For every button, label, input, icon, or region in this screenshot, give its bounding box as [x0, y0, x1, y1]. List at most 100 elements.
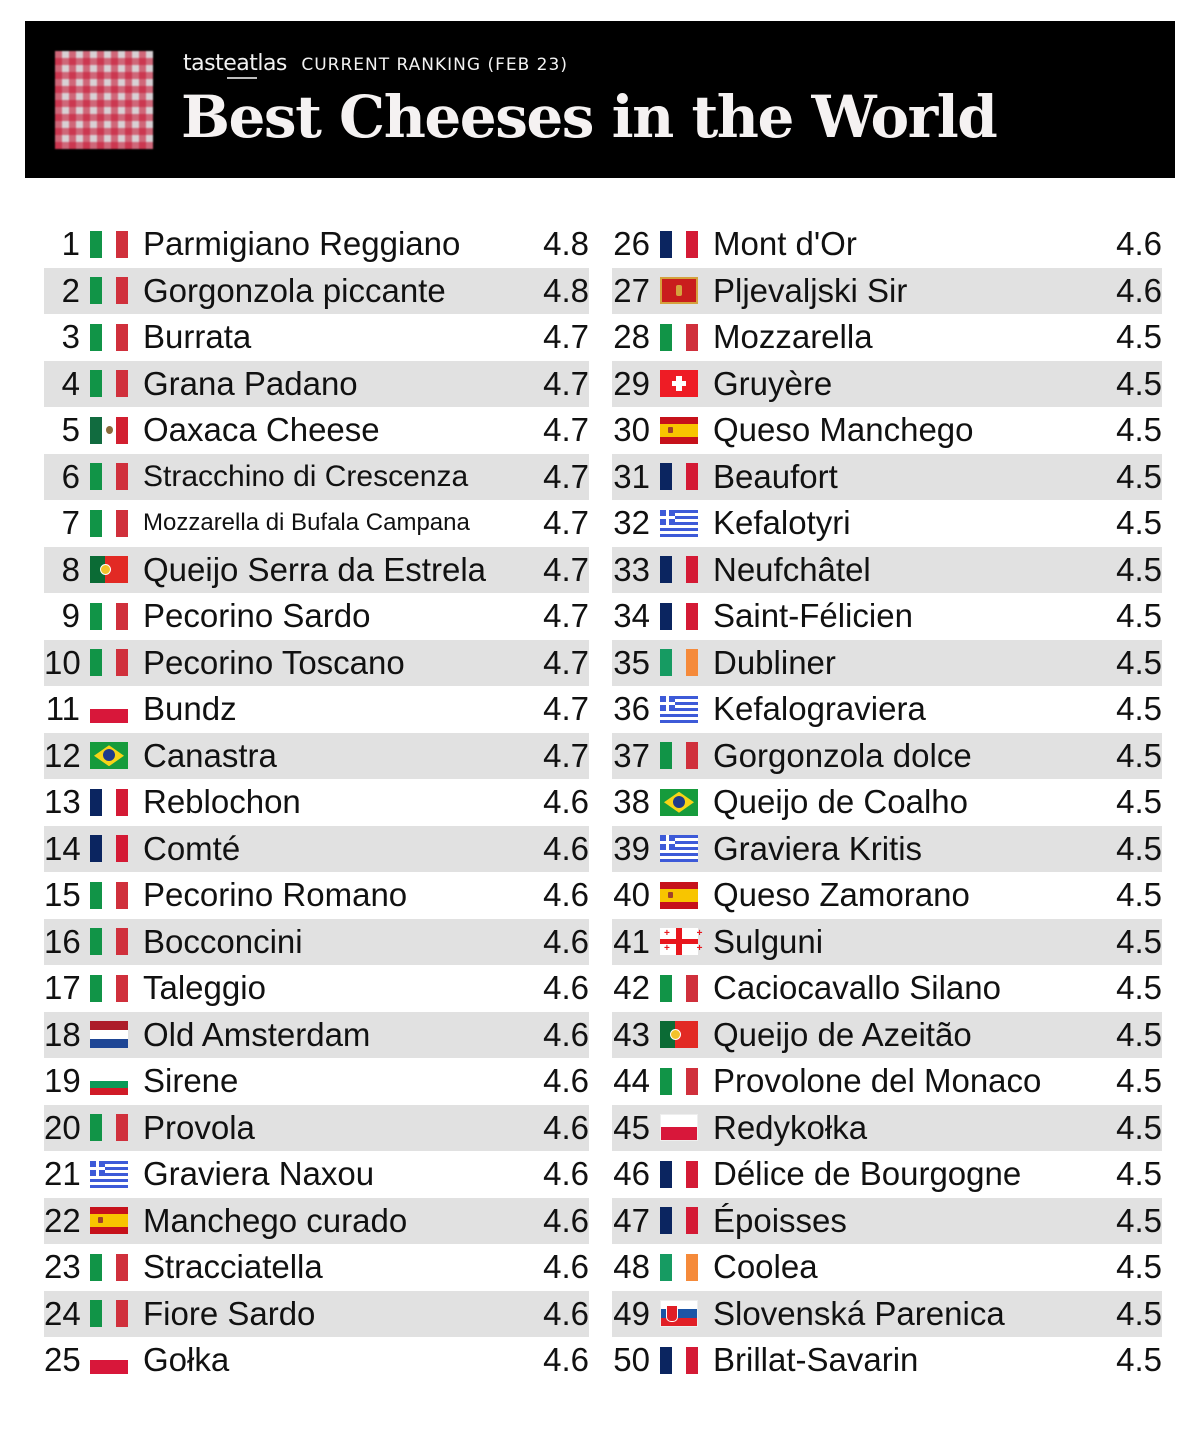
ranking-row: 9 Pecorino Sardo 4.7 [44, 593, 589, 640]
cheese-name: Mozzarella [713, 318, 873, 356]
portugal-flag-icon [90, 556, 128, 584]
france-flag-icon [660, 556, 698, 584]
cheese-name: Canastra [143, 736, 277, 774]
cheese-name: Brillat-Savarin [713, 1341, 919, 1379]
greece-flag-icon [660, 695, 698, 723]
italy-flag-icon [660, 742, 698, 770]
rank-number: 48 [613, 1248, 650, 1286]
ranking-row: 36 Kefalograviera 4.5 [612, 686, 1162, 733]
cheese-name: Caciocavallo Silano [713, 969, 1001, 1007]
cheese-name: Queso Manchego [713, 411, 974, 449]
rank-number: 47 [613, 1201, 650, 1239]
rank-number: 41 [613, 922, 650, 960]
rating-score: 4.7 [543, 504, 589, 542]
ranking-row: 1 Parmigiano Reggiano 4.8 [44, 221, 589, 268]
ranking-row: 50 Brillat-Savarin 4.5 [612, 1337, 1162, 1384]
cheese-name: Burrata [143, 318, 252, 356]
cheese-name: Queso Zamorano [713, 876, 970, 914]
rating-score: 4.6 [543, 1108, 589, 1146]
rank-number: 42 [613, 969, 650, 1007]
rank-number: 46 [613, 1155, 650, 1193]
gingham-logo-icon [55, 51, 153, 149]
italy-flag-icon [90, 1253, 128, 1281]
rank-number: 2 [61, 271, 80, 309]
georgia-flag-icon [660, 926, 714, 956]
ireland-flag-icon [660, 1253, 698, 1281]
rank-number: 22 [44, 1201, 81, 1239]
cheese-name: Dubliner [713, 643, 836, 681]
italy-flag-icon [90, 277, 128, 305]
rating-score: 4.7 [543, 550, 589, 588]
cheese-name: Délice de Bourgogne [713, 1155, 1022, 1193]
rank-number: 24 [44, 1294, 81, 1332]
rating-score: 4.5 [1116, 876, 1162, 914]
cheese-name: Gorgonzola dolce [713, 736, 972, 774]
ranking-row: 37 Gorgonzola dolce 4.5 [612, 732, 1162, 779]
rank-number: 33 [613, 550, 650, 588]
rating-score: 4.8 [543, 271, 589, 309]
cheese-name: Graviera Kritis [713, 829, 923, 867]
rating-score: 4.5 [1116, 783, 1162, 821]
rank-number: 32 [613, 504, 650, 542]
slovakia-flag-icon [660, 1300, 698, 1328]
rating-score: 4.5 [1116, 1108, 1162, 1146]
rank-number: 45 [613, 1108, 650, 1146]
rating-score: 4.5 [1116, 1155, 1162, 1193]
ranking-row: 47 Époisses 4.5 [612, 1197, 1162, 1244]
rank-number: 37 [613, 736, 650, 774]
rating-score: 4.6 [543, 1201, 589, 1239]
cheese-name: Kefalotyri [713, 504, 851, 542]
tasteatlas-brand: tasteatlas [183, 51, 287, 76]
rank-number: 27 [613, 271, 650, 309]
brand-underline [227, 77, 257, 79]
rank-number: 20 [44, 1108, 81, 1146]
rank-number: 39 [613, 829, 650, 867]
switzerland-flag-icon [660, 370, 698, 398]
rating-score: 4.7 [543, 364, 589, 402]
greece-flag-icon [660, 509, 698, 537]
cheese-name: Taleggio [143, 969, 266, 1007]
rating-score: 4.7 [543, 318, 589, 356]
rating-score: 4.7 [543, 643, 589, 681]
ranking-row: 17 Taleggio 4.6 [44, 965, 589, 1012]
ranking-row: 8 Queijo Serra da Estrela 4.7 [44, 546, 589, 593]
ranking-row: 25 Gołka 4.6 [44, 1337, 589, 1384]
france-flag-icon [90, 835, 128, 863]
italy-flag-icon [90, 1300, 128, 1328]
ranking-row: 4 Grana Padano 4.7 [44, 360, 589, 407]
italy-flag-icon [660, 323, 698, 351]
ranking-row: 35 Dubliner 4.5 [612, 639, 1162, 686]
ranking-row: 26 Mont d'Or 4.6 [612, 221, 1162, 268]
cheese-name: Provola [143, 1108, 255, 1146]
rank-number: 30 [613, 411, 650, 449]
rank-number: 21 [44, 1155, 81, 1193]
brand-line: tasteatlas CURRENT RANKING (FEB 23) [183, 51, 568, 79]
rank-number: 23 [44, 1248, 81, 1286]
cheese-name: Stracchino di Crescenza [143, 459, 469, 493]
rank-number: 31 [613, 457, 650, 495]
ranking-row: 18 Old Amsterdam 4.6 [44, 1011, 589, 1058]
rating-score: 4.5 [1116, 1201, 1162, 1239]
bulgaria-flag-icon [90, 1074, 128, 1095]
ranking-row: 49 Slovenská Parenica 4.5 [612, 1290, 1162, 1337]
rating-score: 4.6 [543, 1341, 589, 1379]
rank-number: 13 [44, 783, 81, 821]
rank-number: 44 [613, 1062, 650, 1100]
cheese-name: Fiore Sardo [143, 1294, 316, 1332]
rank-number: 6 [61, 457, 80, 495]
rating-score: 4.8 [543, 225, 589, 263]
cheese-name: Saint-Félicien [713, 597, 913, 635]
cheese-name: Gruyère [713, 364, 833, 402]
rating-score: 4.5 [1116, 643, 1162, 681]
cheese-name: Pecorino Sardo [143, 597, 371, 635]
rating-score: 4.6 [543, 969, 589, 1007]
ranking-row: 24 Fiore Sardo 4.6 [44, 1290, 589, 1337]
rank-number: 1 [61, 225, 80, 263]
rank-number: 12 [44, 736, 81, 774]
italy-flag-icon [90, 928, 128, 956]
ranking-row: 19 Sirene 4.6 [44, 1058, 589, 1105]
ranking-row: 44 Provolone del Monaco 4.5 [612, 1058, 1162, 1105]
italy-flag-icon [90, 323, 128, 351]
ranking-row: 27 Pljevaljski Sir 4.6 [612, 267, 1162, 314]
rating-score: 4.6 [543, 1015, 589, 1053]
